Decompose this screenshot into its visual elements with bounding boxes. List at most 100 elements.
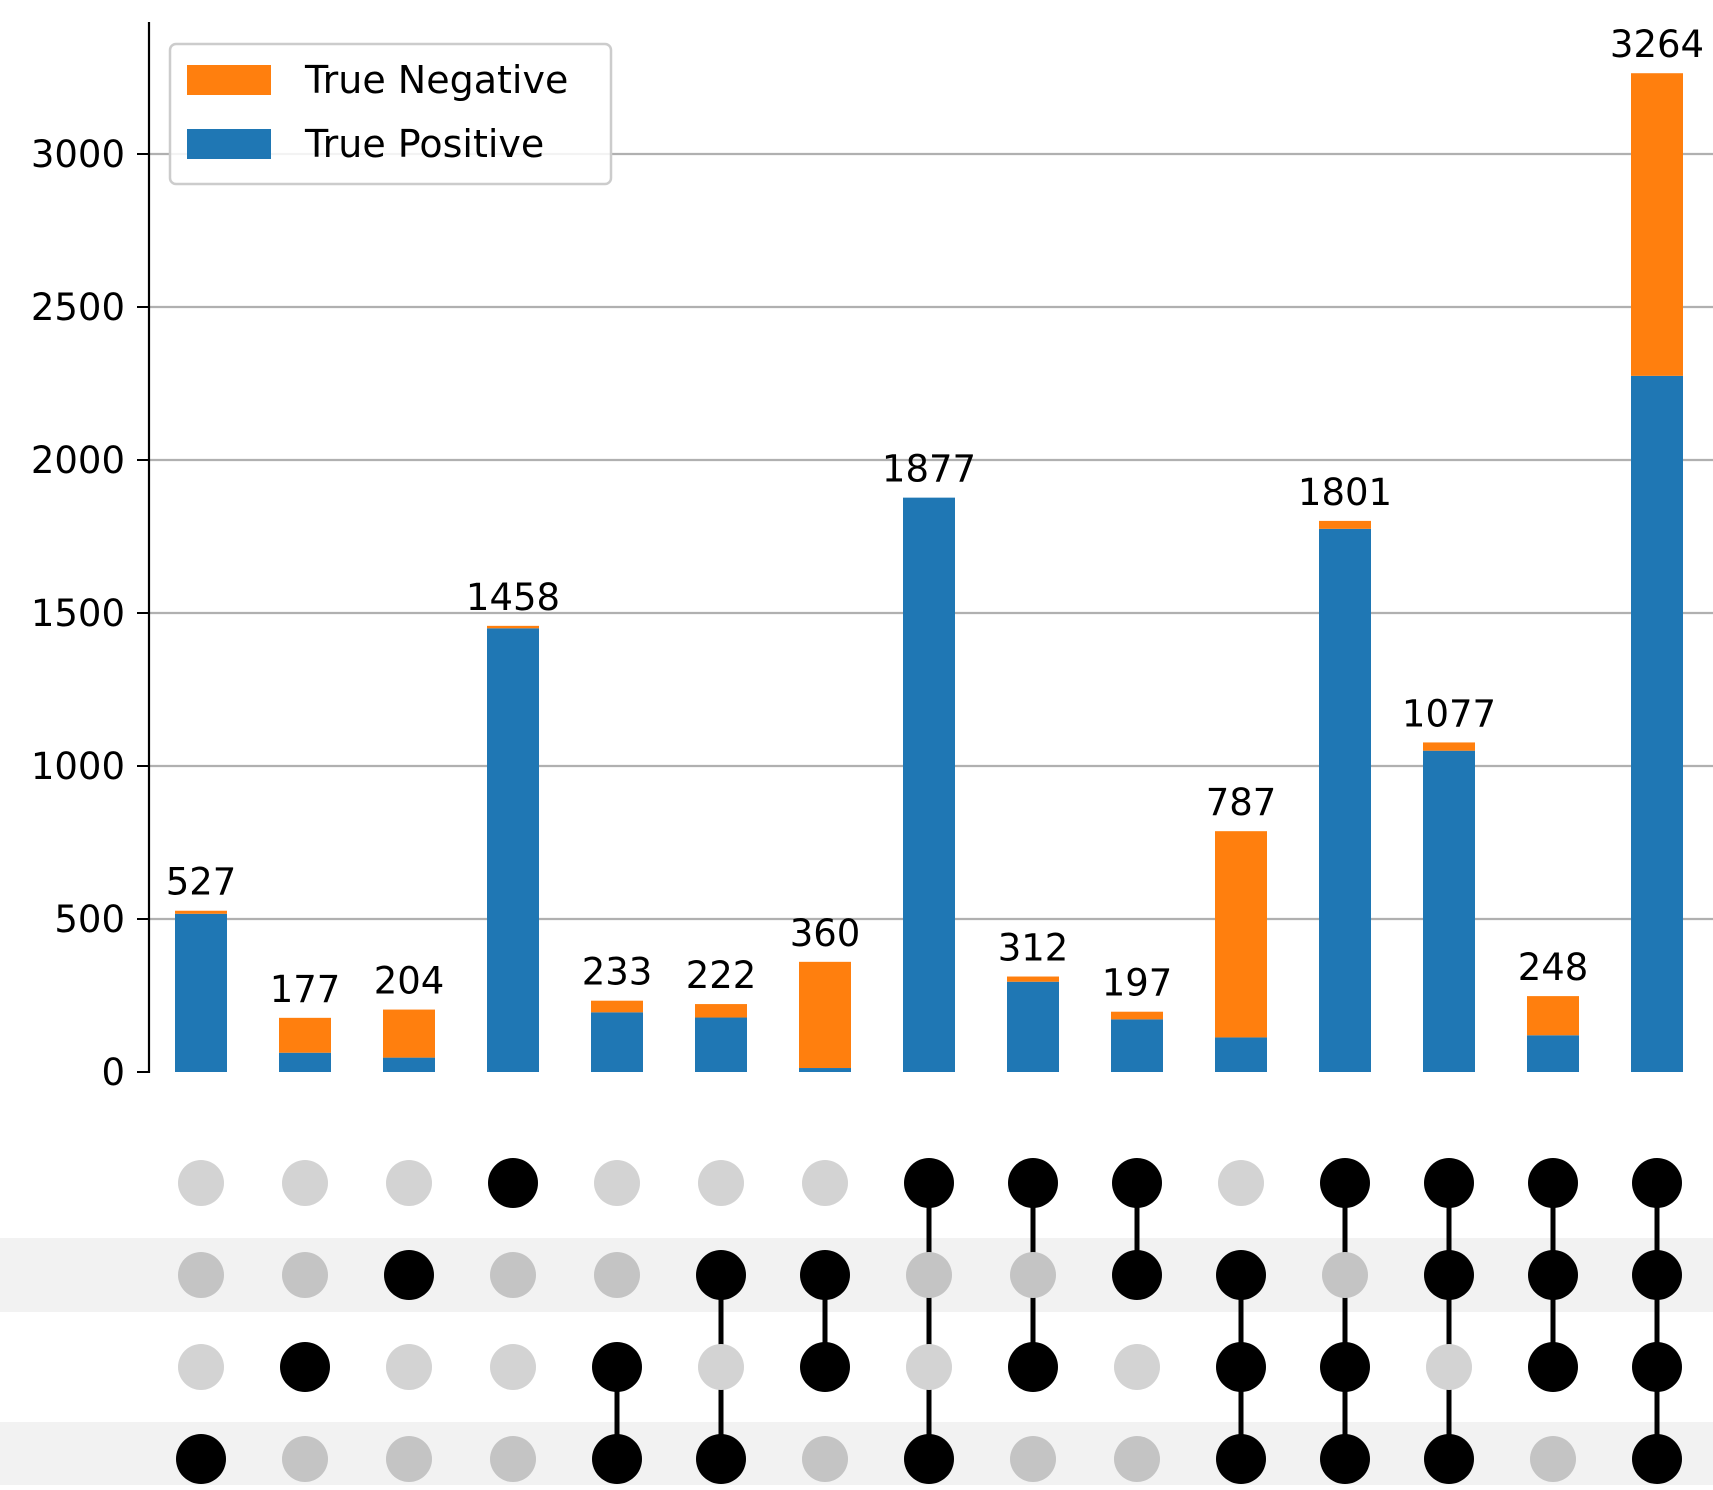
matrix-dot-active: [1528, 1342, 1578, 1392]
bar-true-positive: [799, 1068, 851, 1072]
bar-total-label: 787: [1206, 781, 1277, 824]
bar-total-label: 1458: [466, 576, 560, 619]
bar-true-positive: [1007, 981, 1059, 1072]
y-tick-label: 1000: [31, 745, 125, 788]
matrix-dot-inactive: [1114, 1344, 1160, 1390]
legend-swatch: [187, 129, 271, 159]
matrix-dot-active: [800, 1250, 850, 1300]
matrix-dot-inactive: [386, 1344, 432, 1390]
legend[interactable]: True Negative True Positive: [168, 42, 613, 186]
bar-true-negative: [1631, 73, 1683, 376]
matrix-dot-active: [1216, 1250, 1266, 1300]
matrix-dot-inactive: [386, 1436, 432, 1482]
matrix-dot-active: [1112, 1158, 1162, 1208]
bar-true-negative: [487, 625, 539, 629]
bar-true-positive: [903, 497, 955, 1072]
y-tick-label: 0: [101, 1051, 125, 1094]
matrix-dot-active: [1008, 1342, 1058, 1392]
matrix-dot-inactive: [594, 1160, 640, 1206]
bar-true-positive: [487, 628, 539, 1072]
matrix-dot-inactive: [1010, 1252, 1056, 1298]
bar-total-label: 1077: [1402, 692, 1496, 735]
matrix-dot-active: [696, 1434, 746, 1484]
bar-true-negative: [279, 1017, 331, 1053]
matrix-dot-active: [1424, 1250, 1474, 1300]
matrix-dot-inactive: [802, 1160, 848, 1206]
matrix-dot-active: [592, 1434, 642, 1484]
matrix-dot-inactive: [906, 1344, 952, 1390]
bar-true-positive: [1111, 1019, 1163, 1072]
legend-label: True Negative: [304, 58, 568, 102]
matrix-dot-inactive: [1010, 1436, 1056, 1482]
y-tick-label: 2000: [31, 439, 125, 482]
bar-true-negative: [591, 1000, 643, 1013]
bar-true-positive: [383, 1057, 435, 1072]
matrix-dot-inactive: [1218, 1160, 1264, 1206]
y-tick-label: 1500: [31, 592, 125, 635]
bar-true-positive: [1319, 528, 1371, 1072]
matrix-dot-inactive: [282, 1252, 328, 1298]
bar-true-positive: [1631, 375, 1683, 1073]
matrix-dot-inactive: [698, 1344, 744, 1390]
matrix-dot-inactive: [490, 1344, 536, 1390]
matrix-dot-inactive: [1114, 1436, 1160, 1482]
legend-label: True Positive: [304, 122, 544, 166]
bar-total-label: 233: [582, 951, 653, 994]
matrix-dot-active: [384, 1250, 434, 1300]
matrix-dot-active: [800, 1342, 850, 1392]
bar-total-label: 360: [790, 912, 861, 955]
matrix-dot-inactive: [1530, 1436, 1576, 1482]
y-axis: 0 500 1000 1500 2000 2500 3000: [31, 22, 151, 1094]
legend-box: [168, 42, 613, 186]
matrix-dot-inactive: [698, 1160, 744, 1206]
legend-swatch: [187, 65, 271, 95]
bar-total-label: 1801: [1298, 471, 1392, 514]
matrix-dot-inactive: [490, 1436, 536, 1482]
bar-true-positive: [695, 1017, 747, 1072]
matrix-dot-active: [1112, 1250, 1162, 1300]
matrix-dot-active: [1528, 1158, 1578, 1208]
matrix-dot-inactive: [282, 1160, 328, 1206]
bar-true-positive: [1423, 750, 1475, 1072]
bar-true-positive: [279, 1052, 331, 1072]
matrix-dot-active: [1424, 1158, 1474, 1208]
matrix-dot-active: [696, 1250, 746, 1300]
y-tick-label: 3000: [31, 133, 125, 176]
bar-true-negative: [383, 1009, 435, 1058]
y-tick-label: 2500: [31, 286, 125, 329]
matrix-dot-active: [1632, 1158, 1682, 1208]
bar-true-negative: [799, 961, 851, 1069]
bar-true-negative: [1527, 996, 1579, 1036]
matrix-dot-inactive: [1322, 1252, 1368, 1298]
bar-total-label: 204: [374, 960, 445, 1003]
matrix-dot-active: [1320, 1342, 1370, 1392]
bar-true-positive: [175, 913, 227, 1072]
matrix-dot-active: [1216, 1434, 1266, 1484]
matrix-dot-inactive: [906, 1252, 952, 1298]
bar-true-negative: [695, 1004, 747, 1018]
matrix-dot-inactive: [178, 1344, 224, 1390]
bar-true-negative: [1111, 1011, 1163, 1020]
matrix-dot-active: [176, 1434, 226, 1484]
matrix-dot-active: [904, 1434, 954, 1484]
bar-total-label: 3264: [1610, 23, 1704, 66]
y-tick-label: 500: [54, 898, 125, 941]
matrix-dot-active: [1216, 1342, 1266, 1392]
matrix-dot-active: [280, 1342, 330, 1392]
matrix-dot-active: [1008, 1158, 1058, 1208]
matrix-dot-active: [488, 1158, 538, 1208]
matrix-dot-active: [1632, 1342, 1682, 1392]
matrix-dot-active: [1320, 1434, 1370, 1484]
matrix-dot-inactive: [178, 1160, 224, 1206]
bar-true-negative: [1007, 976, 1059, 982]
matrix-dot-inactive: [178, 1252, 224, 1298]
matrix-dot-inactive: [386, 1160, 432, 1206]
bar-true-negative: [1319, 520, 1371, 529]
bar-total-labels: 527 177 204 1458 233 222 360 1877 312 197 787 1801 1…: [166, 23, 1704, 1011]
matrix-dot-active: [1632, 1434, 1682, 1484]
matrix-dot-inactive: [490, 1252, 536, 1298]
intersection-matrix: [176, 1158, 1682, 1484]
bar-total-label: 312: [998, 927, 1069, 970]
